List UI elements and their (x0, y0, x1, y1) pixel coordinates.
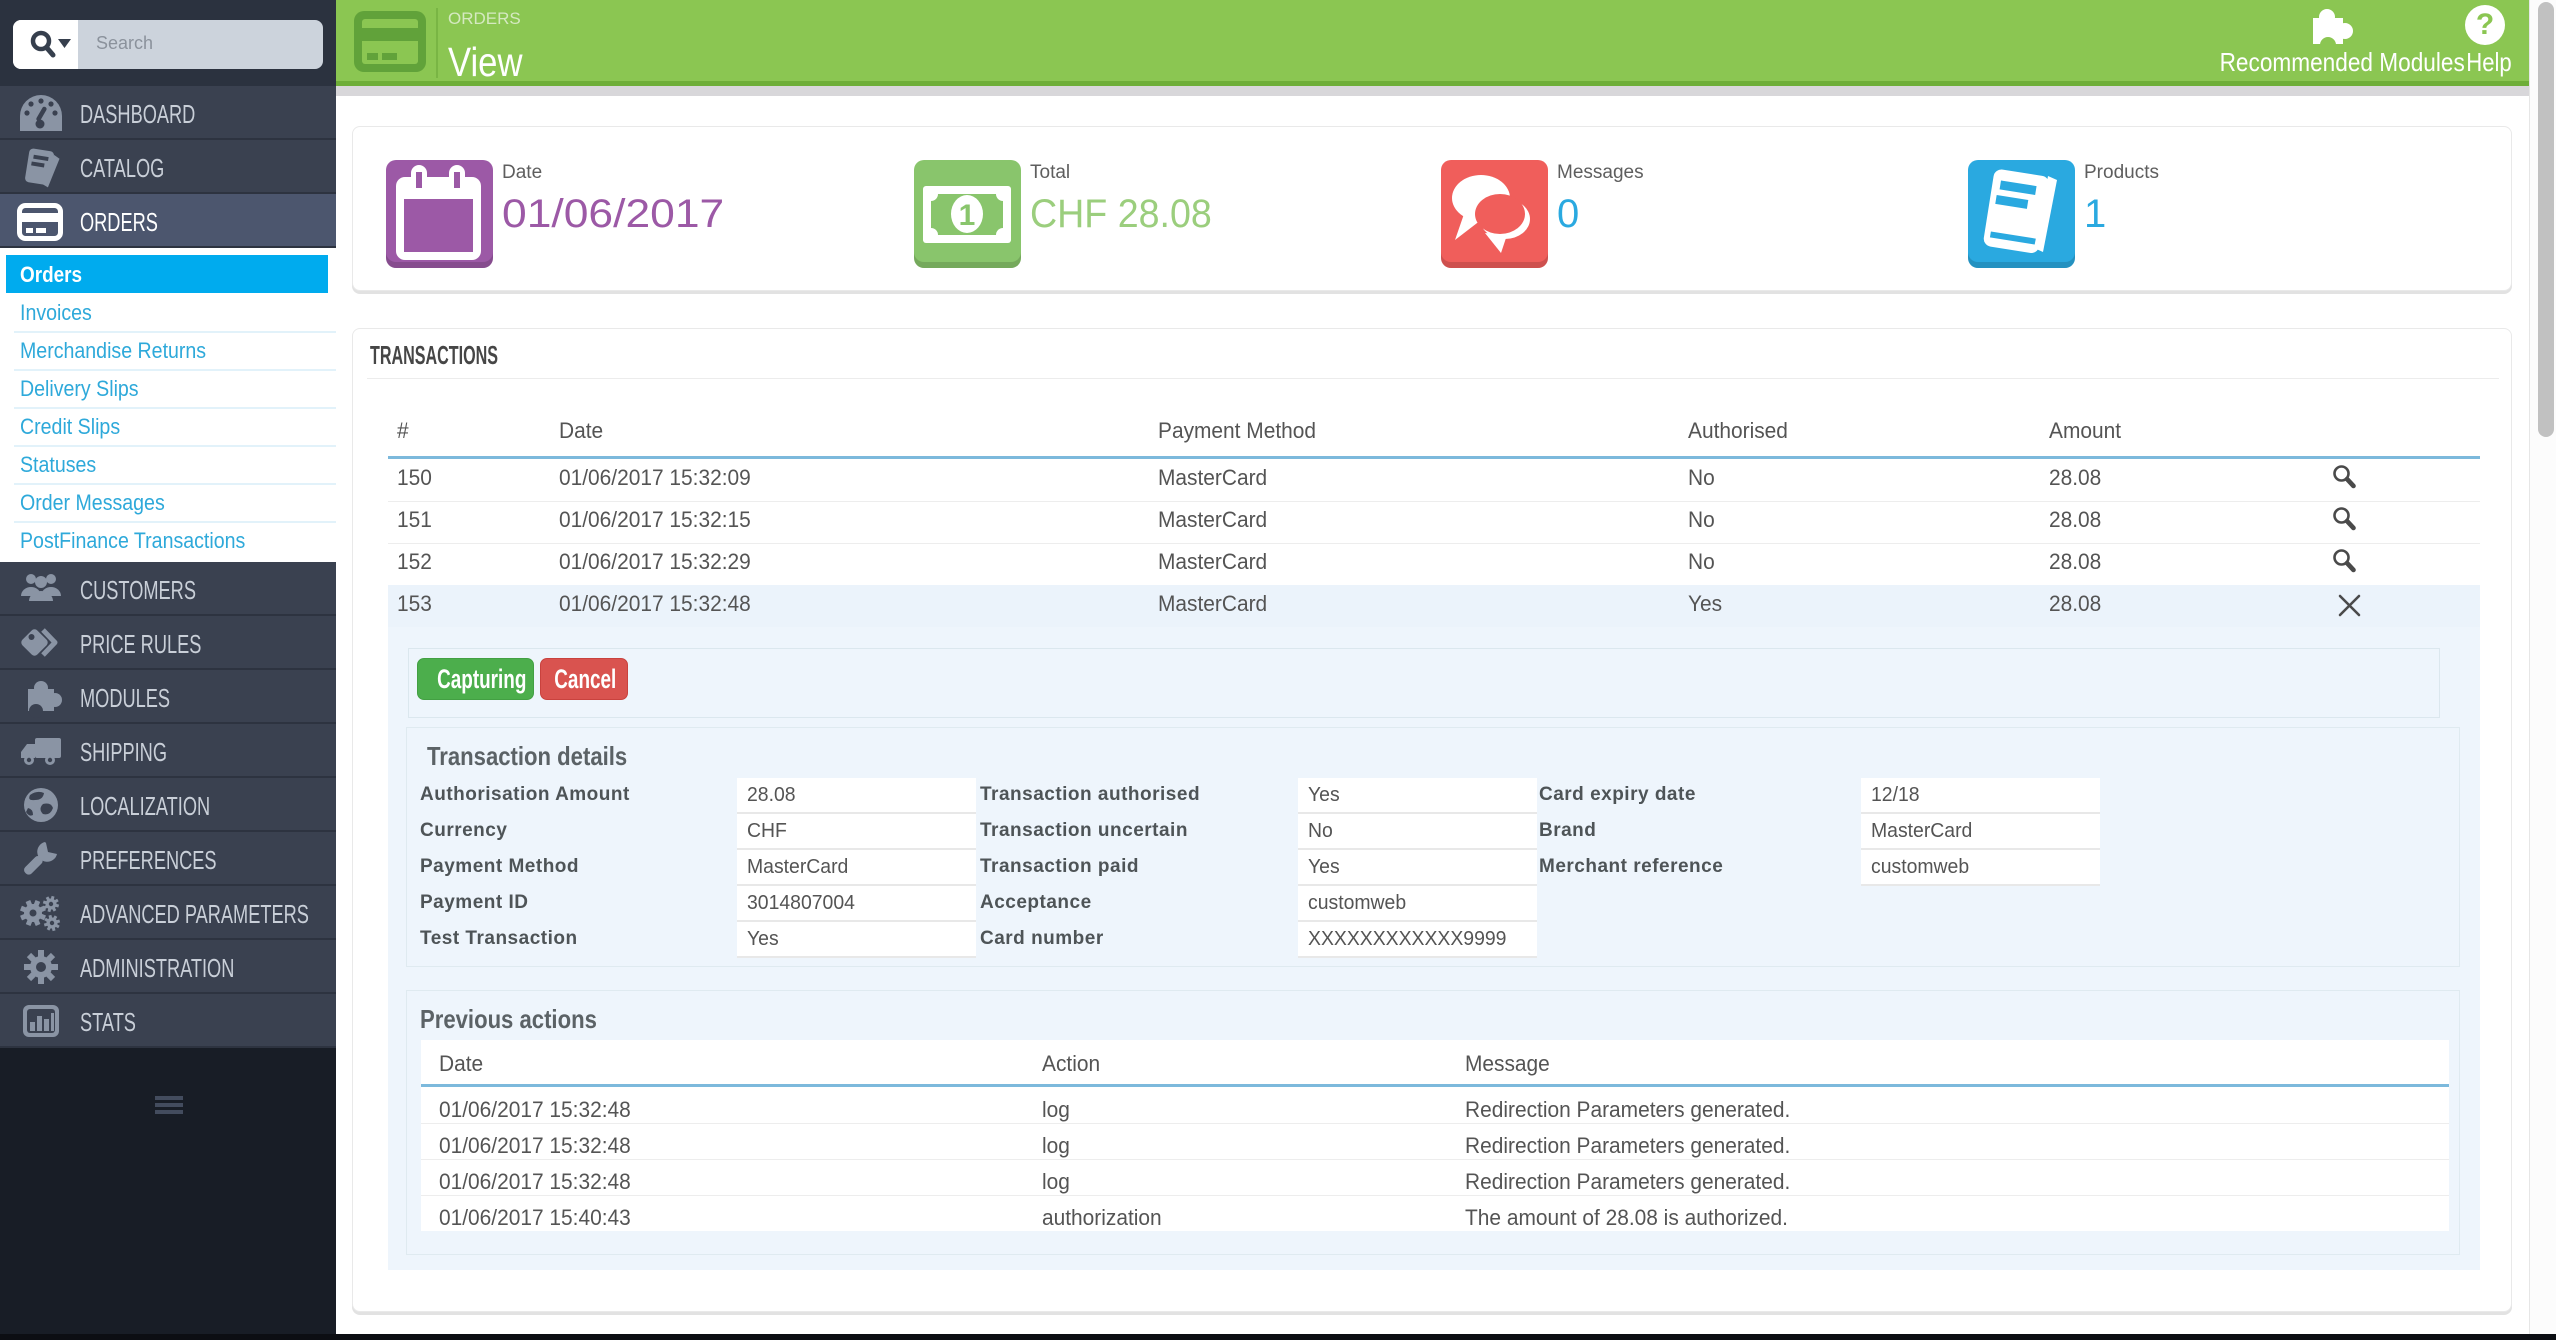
svg-text:1: 1 (959, 199, 976, 232)
svg-text:?: ? (2476, 8, 2494, 41)
